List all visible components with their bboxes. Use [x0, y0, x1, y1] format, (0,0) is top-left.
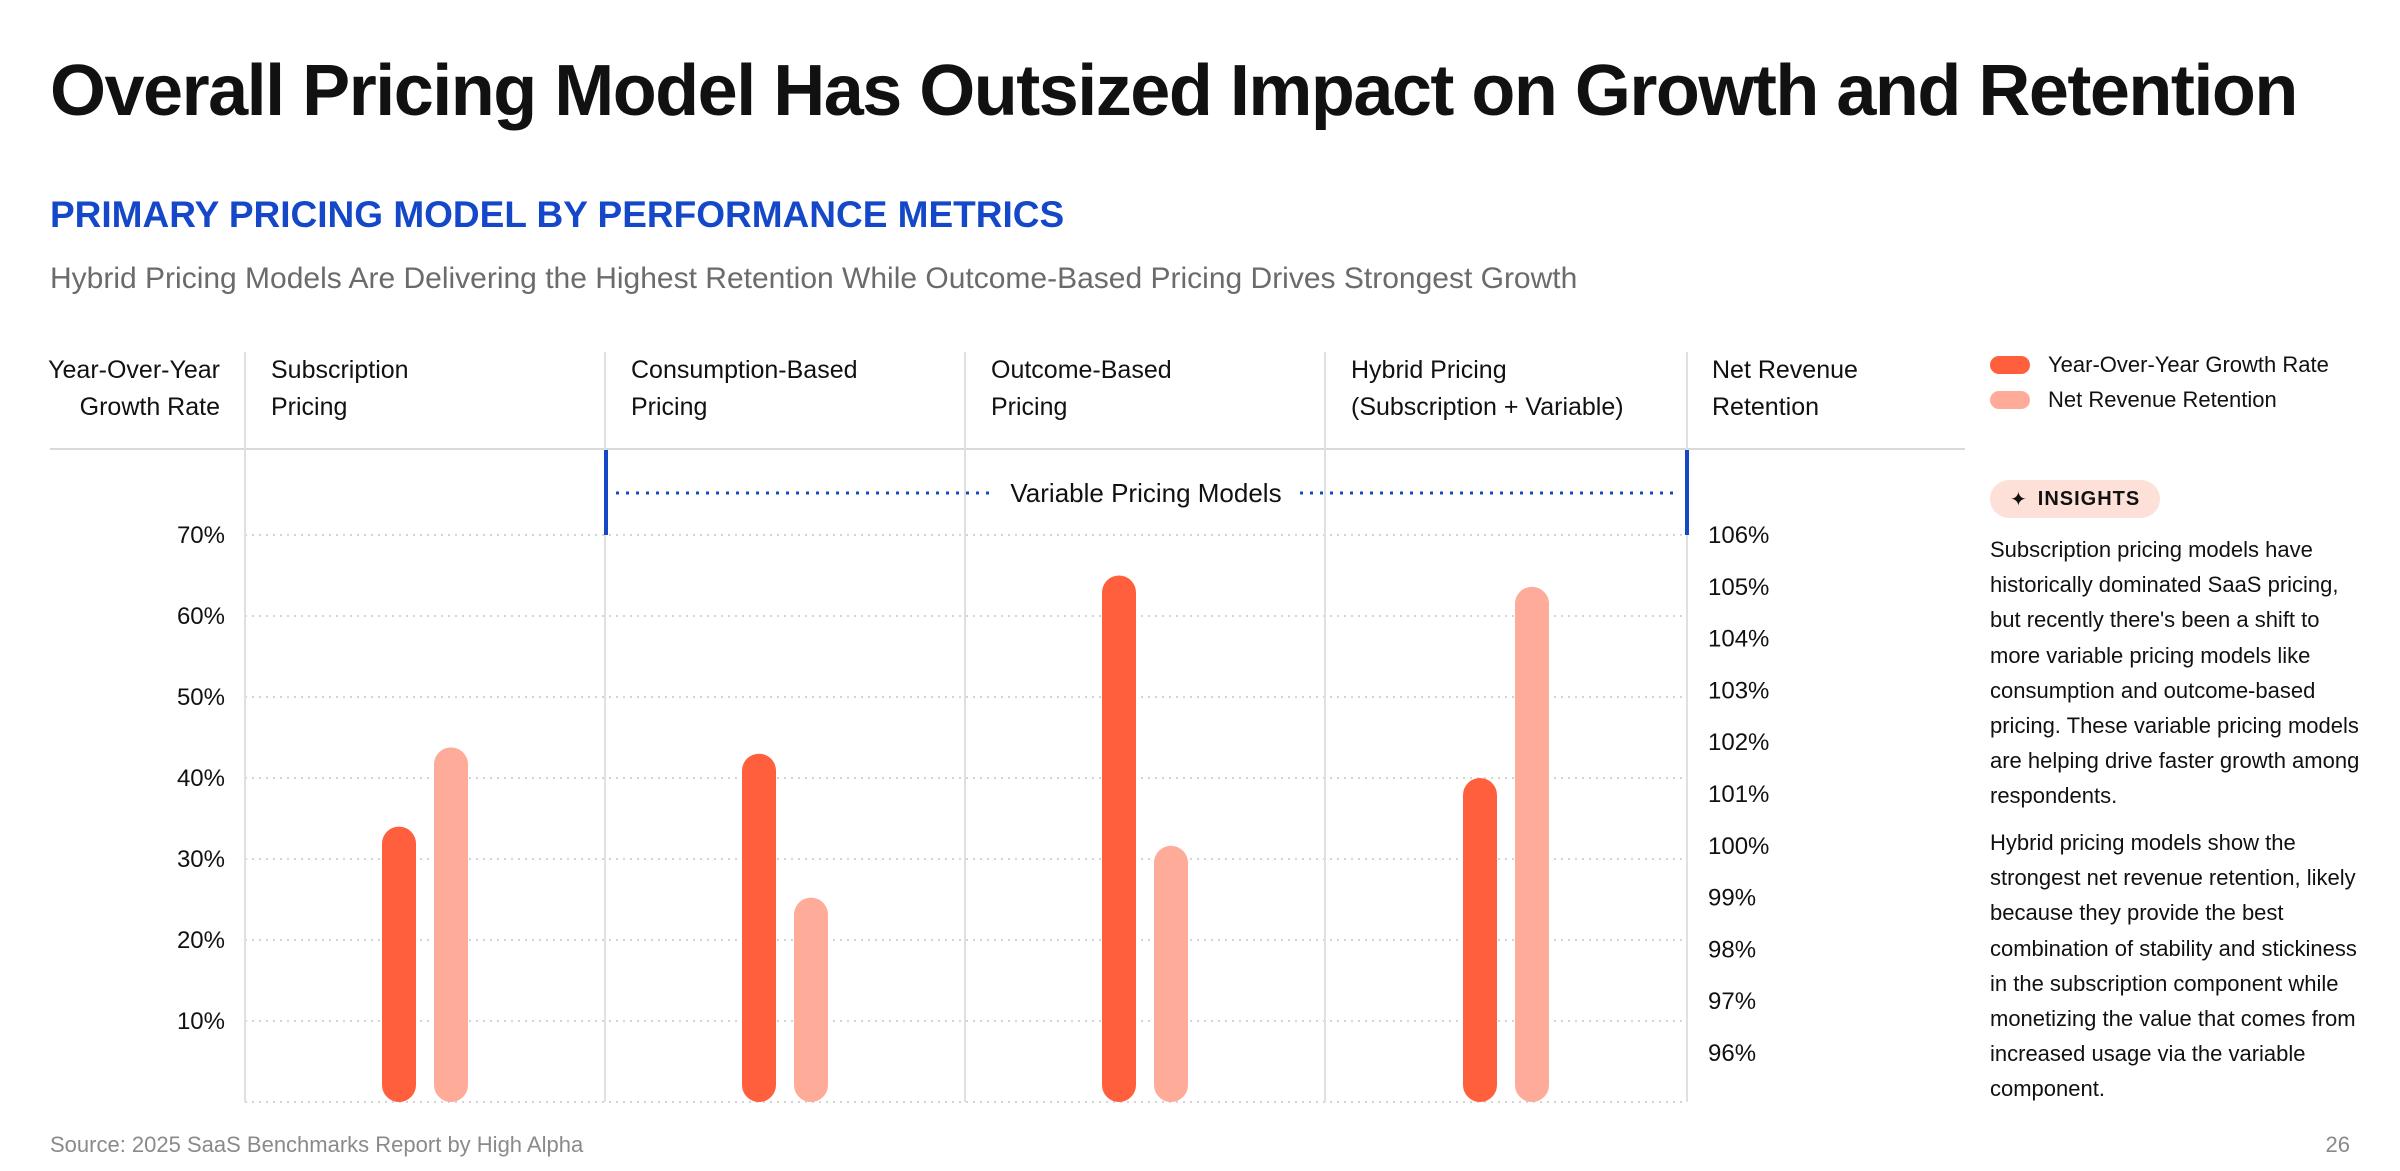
legend-label-growth: Year-Over-Year Growth Rate: [2048, 352, 2329, 377]
left-axis-header-line-1: Year-Over-Year: [48, 356, 220, 384]
bar-growth: [382, 826, 416, 1102]
right-axis-tick-label: 106%: [1708, 522, 1769, 549]
bar-nrr: [794, 897, 828, 1102]
left-axis-tick-label: 10%: [177, 1008, 225, 1035]
left-axis-header-line-2: Growth Rate: [79, 393, 220, 421]
left-axis-tick-label: 50%: [177, 684, 225, 711]
category-label: Pricing: [631, 393, 707, 421]
bar-nrr: [1154, 845, 1188, 1102]
legend-swatch-nrr: [1990, 391, 2030, 409]
insight-paragraph-2: Hybrid pricing models show the strongest…: [1990, 830, 2357, 1102]
right-axis-tick-label: 102%: [1708, 729, 1769, 756]
category-label: Consumption-Based: [631, 356, 858, 384]
right-axis-tick-label: 105%: [1708, 574, 1769, 601]
right-axis-header-line-2: Retention: [1712, 393, 1820, 421]
legend-label-nrr: Net Revenue Retention: [2048, 387, 2277, 412]
bar-growth: [742, 753, 776, 1102]
chart-subtitle: Hybrid Pricing Models Are Delivering the…: [50, 262, 1578, 295]
right-axis-tick-label: 101%: [1708, 781, 1769, 808]
source-note: Source: 2025 SaaS Benchmarks Report by H…: [50, 1132, 584, 1157]
page-title: Overall Pricing Model Has Outsized Impac…: [50, 51, 2298, 131]
insights-badge-label: INSIGHTS: [2037, 487, 2141, 510]
right-axis-header: Net Revenue Retention: [1712, 352, 1912, 426]
section-title: PRIMARY PRICING MODEL BY PERFORMANCE MET…: [50, 194, 1065, 235]
right-axis-tick-label: 98%: [1708, 936, 1756, 963]
bar-nrr: [434, 747, 468, 1102]
bar-nrr: [1515, 586, 1549, 1102]
bar-growth: [1102, 575, 1136, 1102]
page-number: 26: [2325, 1132, 2350, 1157]
sparkle-icon: ✦: [2010, 488, 2028, 511]
category-label: Outcome-Based: [991, 356, 1172, 384]
left-axis-tick-label: 30%: [177, 846, 225, 873]
category-label: Pricing: [271, 393, 347, 421]
category-label: (Subscription + Variable): [1351, 393, 1624, 421]
left-axis-tick-label: 70%: [177, 522, 225, 549]
bar-growth: [1463, 778, 1497, 1102]
right-axis-header-line-1: Net Revenue: [1712, 356, 1858, 384]
insights-badge: ✦ INSIGHTS: [1990, 480, 2161, 518]
legend-swatch-growth: [1990, 356, 2030, 374]
right-axis-tick-label: 100%: [1708, 833, 1769, 860]
left-axis-tick-label: 20%: [177, 927, 225, 954]
left-axis-tick-label: 40%: [177, 765, 225, 792]
category-label: Hybrid Pricing: [1351, 356, 1507, 384]
right-axis-tick-label: 96%: [1708, 1040, 1756, 1067]
category-label: Pricing: [991, 393, 1067, 421]
right-axis-tick-label: 104%: [1708, 626, 1769, 653]
right-axis-tick-label: 99%: [1708, 885, 1756, 912]
category-label: Subscription: [271, 356, 409, 384]
left-axis-tick-label: 60%: [177, 603, 225, 630]
legend-item-growth: Year-Over-Year Growth Rate: [1990, 352, 2329, 378]
group-label: Variable Pricing Models: [1010, 478, 1281, 508]
insight-paragraph-1: Subscription pricing models have histori…: [1990, 537, 2360, 809]
left-axis-header: Year-Over-Year Growth Rate: [30, 352, 220, 426]
right-axis-tick-label: 103%: [1708, 677, 1769, 704]
right-axis-tick-label: 97%: [1708, 988, 1756, 1015]
legend-item-nrr: Net Revenue Retention: [1990, 387, 2277, 413]
